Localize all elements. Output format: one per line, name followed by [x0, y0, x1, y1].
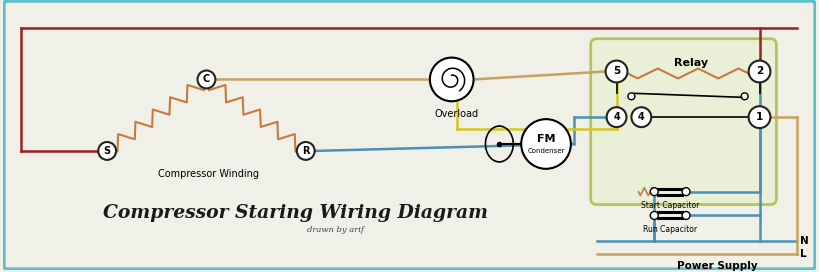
Circle shape — [749, 61, 771, 82]
Circle shape — [749, 106, 771, 128]
Text: Compressor Staring Wiring Diagram: Compressor Staring Wiring Diagram — [103, 205, 488, 222]
Text: Start Capacitor: Start Capacitor — [641, 201, 699, 210]
Text: 4: 4 — [613, 112, 620, 122]
Circle shape — [607, 107, 627, 127]
Circle shape — [682, 188, 690, 196]
Text: L: L — [800, 249, 807, 259]
Text: Power Supply: Power Supply — [677, 261, 758, 271]
Circle shape — [650, 188, 658, 196]
Text: 5: 5 — [613, 66, 620, 76]
Circle shape — [628, 93, 635, 100]
Text: Relay: Relay — [674, 58, 708, 67]
Text: R: R — [302, 146, 310, 156]
Text: drawn by arif: drawn by arif — [307, 226, 364, 234]
FancyBboxPatch shape — [4, 1, 815, 269]
Text: S: S — [103, 146, 111, 156]
Circle shape — [98, 142, 116, 160]
Circle shape — [741, 93, 748, 100]
Circle shape — [430, 58, 473, 101]
Circle shape — [197, 70, 215, 88]
Text: 2: 2 — [756, 66, 763, 76]
Circle shape — [296, 142, 314, 160]
Text: FM: FM — [536, 134, 555, 144]
Circle shape — [521, 119, 571, 169]
Circle shape — [631, 107, 651, 127]
Circle shape — [605, 61, 627, 82]
Text: 1: 1 — [756, 112, 763, 122]
FancyBboxPatch shape — [590, 39, 776, 205]
Circle shape — [682, 212, 690, 220]
Text: Overload: Overload — [435, 109, 479, 119]
Text: N: N — [800, 236, 809, 246]
Circle shape — [650, 212, 658, 220]
Text: Condenser: Condenser — [527, 148, 565, 154]
Text: Compressor Winding: Compressor Winding — [158, 169, 259, 179]
Text: C: C — [203, 75, 210, 84]
Text: 4: 4 — [638, 112, 645, 122]
Text: Run Capacitor: Run Capacitor — [643, 225, 697, 234]
